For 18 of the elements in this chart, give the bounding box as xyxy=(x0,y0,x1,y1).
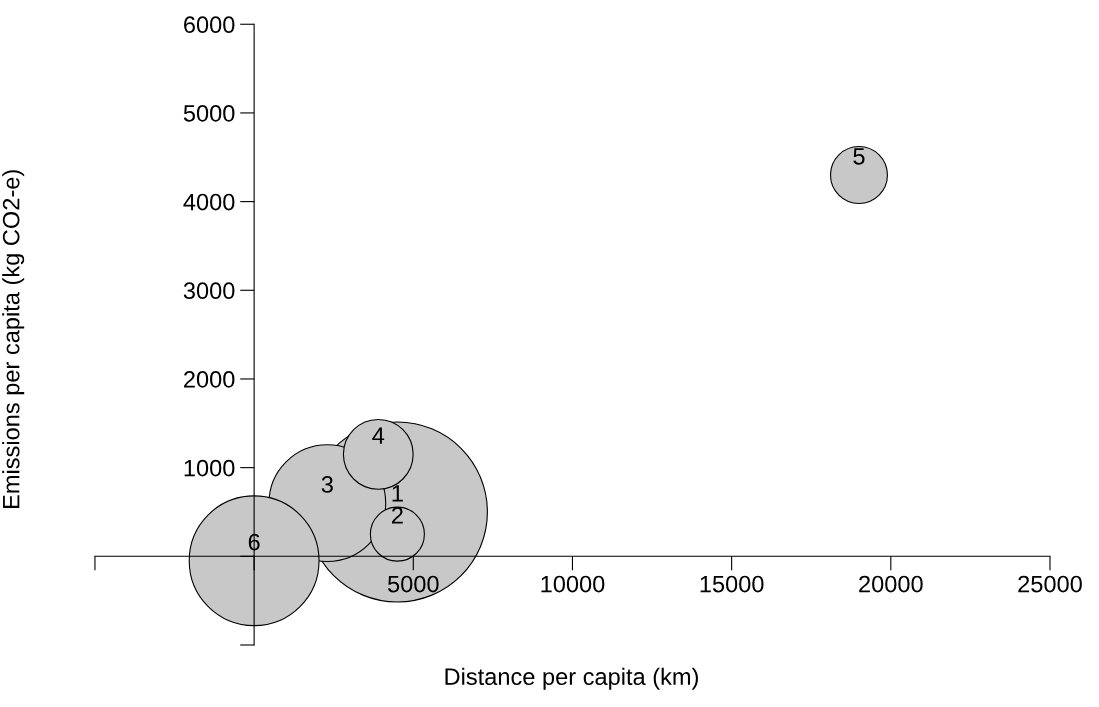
series-label: 3 xyxy=(321,476,333,493)
x-tick-label: 20000 xyxy=(859,575,923,593)
x-tick-label: 10000 xyxy=(541,575,605,593)
series-label: 2 xyxy=(392,507,403,524)
y-tick-label: 3000 xyxy=(183,282,235,300)
y-tick-label: 1000 xyxy=(184,459,235,477)
series-label: 1 xyxy=(392,485,403,502)
y-tick-label: 2000 xyxy=(184,371,235,388)
series-label: 5 xyxy=(853,148,865,165)
x-axis-title: Distance per capita (km) xyxy=(445,667,698,690)
series-label: 4 xyxy=(372,427,385,444)
y-tick-label: 5000 xyxy=(183,105,235,122)
y-tick-label: 4000 xyxy=(183,193,235,211)
y-axis-title: Emissions per capita (kg CO2-e) xyxy=(2,170,25,508)
x-tick-label: 25000 xyxy=(1018,575,1082,593)
x-tick-label: 5000 xyxy=(387,575,439,593)
y-tick-label: 6000 xyxy=(184,16,235,34)
x-tick-label: 15000 xyxy=(700,575,764,593)
